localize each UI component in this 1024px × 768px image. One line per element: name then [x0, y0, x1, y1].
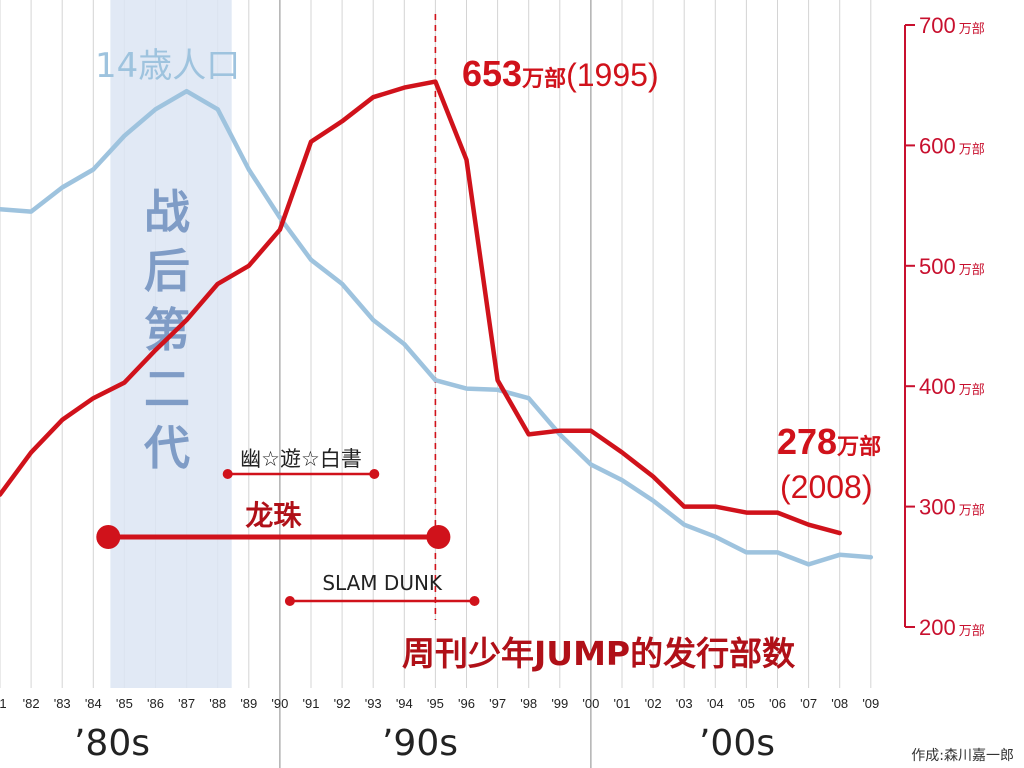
decade-label-2: ’00s: [699, 723, 775, 764]
x-tick-label-9: '90: [271, 696, 288, 711]
x-tick-label-17: '98: [520, 696, 537, 711]
x-tick-label-12: '93: [365, 696, 382, 711]
x-tick-label-22: '03: [676, 696, 693, 711]
x-axis-background: [0, 688, 895, 768]
x-tick-label-13: '94: [396, 696, 413, 711]
credit-text: 作成:森川嘉一郎: [911, 748, 1014, 764]
x-tick-label-8: '89: [240, 696, 257, 711]
x-tick-label-25: '06: [769, 696, 786, 711]
series-lines: [0, 79, 874, 567]
x-axis: 1 '82 '83 '84 '85 '86 '87 '88 '89 '90 '91 '92 '93 '94…: [0, 688, 895, 768]
y-tick-label-700: 700 万部: [919, 13, 985, 38]
peak-1995-annotation: 653万部(1995): [462, 53, 659, 94]
manga-run-end-0: [369, 469, 380, 479]
x-tick-label-23: '04: [707, 696, 724, 711]
x-tick-label-2: '83: [54, 696, 71, 711]
y-tick-label-600: 600 万部: [919, 133, 985, 158]
circulation-line: [0, 79, 842, 536]
postwar-second-generation-label: 战后第二代: [143, 185, 190, 475]
population-line: [0, 88, 874, 567]
decade-label-0: ’80s: [74, 723, 150, 764]
manga-run-start-1: [96, 525, 121, 549]
x-tick-label-7: '88: [209, 696, 226, 711]
x-tick-label-27: '08: [831, 696, 848, 711]
x-tick-label-18: '99: [551, 696, 568, 711]
y-tick-label-400: 400 万部: [919, 374, 985, 399]
x-tick-label-6: '87: [178, 696, 195, 711]
manga-run-start-2: [284, 596, 295, 606]
x-tick-label-26: '07: [800, 696, 817, 711]
x-tick-label-0: 1: [0, 696, 7, 711]
y-tick-label-300: 300 万部: [919, 495, 985, 520]
manga-run-label-0: 幽☆遊☆白書: [240, 447, 362, 471]
y-tick-label-500: 500 万部: [919, 254, 985, 279]
x-tick-label-4: '85: [116, 696, 133, 711]
x-tick-label-15: '96: [458, 696, 475, 711]
peak-2008-annotation-value: 278万部: [777, 421, 881, 462]
x-tick-label-5: '86: [147, 696, 164, 711]
manga-run-label-1: 龙珠: [245, 499, 302, 532]
x-tick-label-10: '91: [303, 696, 320, 711]
decade-label-1: ’90s: [382, 723, 458, 764]
peak-2008-annotation-year: (2008): [780, 469, 873, 505]
manga-run-label-2: SLAM DUNK: [322, 571, 443, 595]
x-tick-label-21: '02: [645, 696, 662, 711]
manga-run-end-1: [426, 525, 451, 549]
manga-run-end-2: [469, 596, 480, 606]
y-tick-label-200: 200 万部: [919, 615, 985, 640]
peak-annotations: 653万部(1995) 278万部 (2008): [462, 53, 881, 505]
x-tick-label-19: '00: [582, 696, 599, 711]
x-tick-label-16: '97: [489, 696, 506, 711]
x-tick-label-1: '82: [23, 696, 40, 711]
postwar-second-generation-band: [110, 0, 232, 688]
x-tick-label-20: '01: [614, 696, 631, 711]
y-axis: 200 万部 300 万部 400 万部 500 万部 600 万部 700 万部: [904, 13, 985, 640]
x-tick-label-14: '95: [427, 696, 444, 711]
x-tick-label-24: '05: [738, 696, 755, 711]
chart-title: 周刊少年JUMP的发行部数: [402, 634, 796, 673]
population-series-label: 14歳人口: [95, 46, 240, 86]
x-tick-label-11: '92: [334, 696, 351, 711]
x-tick-label-28: '09: [862, 696, 879, 711]
manga-run-start-0: [222, 469, 233, 479]
x-tick-label-3: '84: [85, 696, 102, 711]
